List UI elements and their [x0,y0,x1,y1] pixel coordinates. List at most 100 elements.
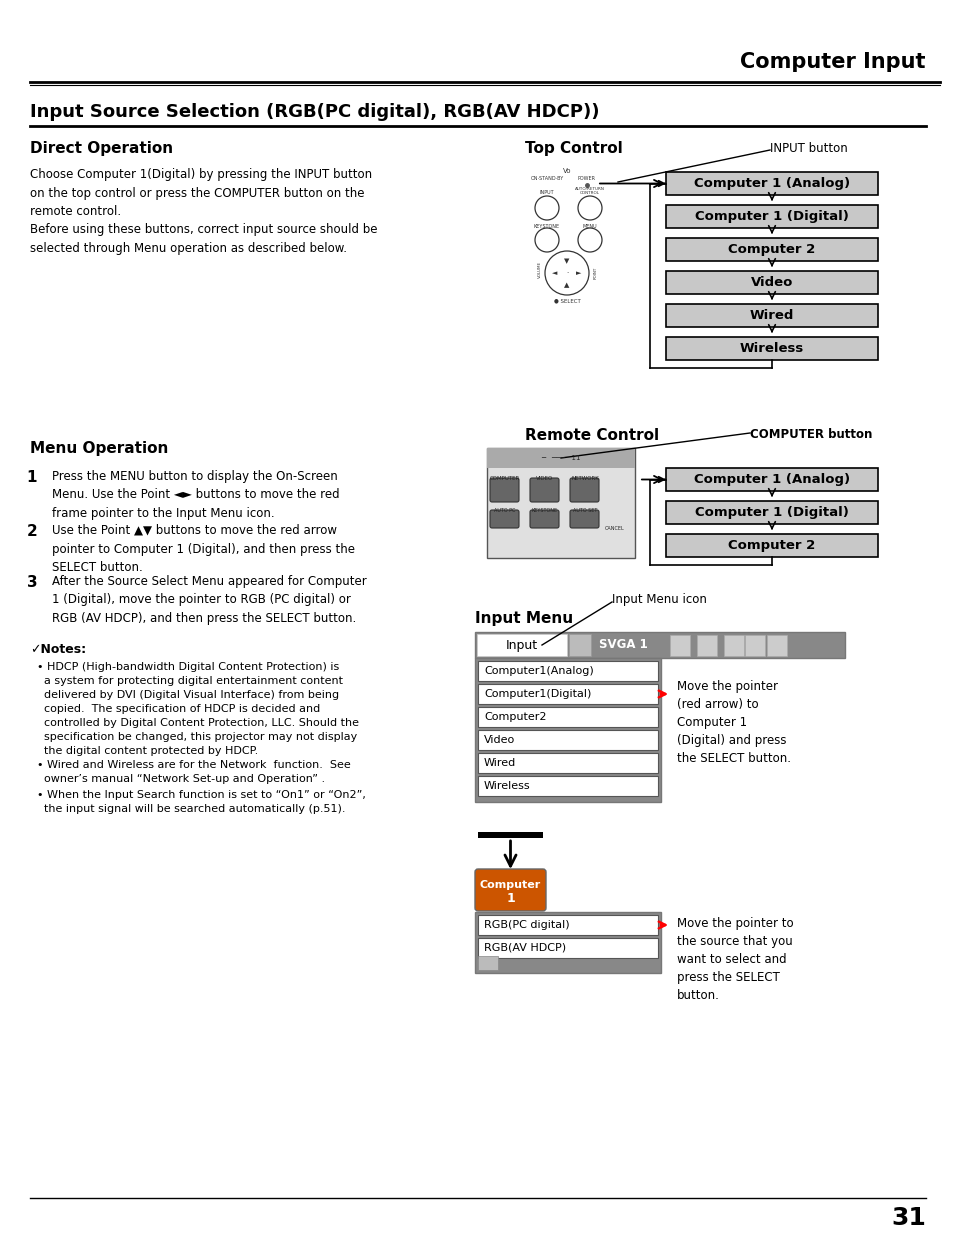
FancyBboxPatch shape [569,478,598,501]
Circle shape [544,251,588,295]
FancyBboxPatch shape [477,661,658,680]
Text: Wireless: Wireless [740,342,803,354]
Text: Computer Input: Computer Input [740,52,925,72]
Text: AUTO SET: AUTO SET [572,509,597,514]
Text: Input Menu: Input Menu [475,610,573,625]
Text: Move the pointer
(red arrow) to
Computer 1
(Digital) and press
the SELECT button: Move the pointer (red arrow) to Computer… [677,680,790,764]
FancyBboxPatch shape [477,832,542,839]
FancyBboxPatch shape [568,634,590,656]
Circle shape [535,196,558,220]
Text: ● SELECT: ● SELECT [553,299,579,304]
Text: CANCEL: CANCEL [604,526,624,531]
FancyBboxPatch shape [665,238,877,261]
Text: ▲: ▲ [564,282,569,288]
FancyBboxPatch shape [744,635,764,656]
FancyBboxPatch shape [477,706,658,727]
Text: COMPUTER: COMPUTER [489,475,519,480]
Text: Wireless: Wireless [483,781,530,790]
Text: After the Source Select Menu appeared for Computer
1 (Digital), move the pointer: After the Source Select Menu appeared fo… [52,576,366,625]
FancyBboxPatch shape [669,635,689,656]
Text: 1: 1 [506,892,515,904]
Text: RGB(AV HDCP): RGB(AV HDCP) [483,944,565,953]
Text: KEYSTONE: KEYSTONE [534,224,559,228]
Text: KEYSTONE: KEYSTONE [532,509,558,514]
Text: NETWORK: NETWORK [571,475,598,480]
FancyBboxPatch shape [475,632,844,658]
FancyBboxPatch shape [665,270,877,294]
Text: 31: 31 [890,1207,925,1230]
FancyBboxPatch shape [475,911,660,973]
Text: INPUT button: INPUT button [769,142,847,154]
FancyBboxPatch shape [665,172,877,195]
Text: Top Control: Top Control [524,141,622,156]
Text: AUTO/RETURN
CONTROL: AUTO/RETURN CONTROL [575,186,604,195]
FancyBboxPatch shape [665,501,877,524]
FancyBboxPatch shape [530,478,558,501]
Text: MENU: MENU [582,224,597,228]
Text: AUTO PC: AUTO PC [494,509,516,514]
FancyBboxPatch shape [477,939,658,958]
FancyBboxPatch shape [477,915,658,935]
Text: Computer 2: Computer 2 [727,538,815,552]
FancyBboxPatch shape [490,478,518,501]
Text: ·: · [565,270,568,275]
Text: ▼: ▼ [564,258,569,264]
Text: Input: Input [505,638,537,652]
FancyBboxPatch shape [477,753,658,773]
Text: Computer 1 (Digital): Computer 1 (Digital) [695,210,848,224]
FancyBboxPatch shape [490,510,518,529]
Text: Move the pointer to
the source that you
want to select and
press the SELECT
butt: Move the pointer to the source that you … [677,918,793,1002]
Text: Computer 1 (Analog): Computer 1 (Analog) [693,473,849,487]
FancyBboxPatch shape [665,337,877,359]
Text: POWER: POWER [578,175,596,180]
FancyBboxPatch shape [475,658,660,802]
Circle shape [578,228,601,252]
FancyBboxPatch shape [665,534,877,557]
Text: ─   ───   11: ─ ─── 11 [540,454,580,461]
FancyBboxPatch shape [723,635,743,656]
Text: ►: ► [576,270,581,275]
Text: SVGA 1: SVGA 1 [598,638,647,652]
Text: Computer 2: Computer 2 [727,243,815,256]
Text: Input Menu icon: Input Menu icon [612,594,706,606]
Text: Wired: Wired [749,309,793,322]
FancyBboxPatch shape [530,510,558,529]
Text: Direct Operation: Direct Operation [30,141,172,156]
Text: Vo: Vo [562,168,571,174]
Text: Computer2: Computer2 [483,713,546,722]
Text: ✓Notes:: ✓Notes: [30,643,86,656]
Text: Use the Point ▲▼ buttons to move the red arrow
pointer to Computer 1 (Digital), : Use the Point ▲▼ buttons to move the red… [52,524,355,574]
Text: ◄: ◄ [552,270,558,275]
FancyBboxPatch shape [697,635,717,656]
Text: Choose Computer 1(Digital) by pressing the INPUT button
on the top control or pr: Choose Computer 1(Digital) by pressing t… [30,168,377,254]
Text: Wired: Wired [483,758,516,768]
Text: Computer 1 (Digital): Computer 1 (Digital) [695,506,848,519]
Text: VIDEO: VIDEO [536,475,553,480]
FancyBboxPatch shape [569,510,598,529]
FancyBboxPatch shape [766,635,786,656]
Text: 2: 2 [27,524,37,538]
FancyBboxPatch shape [665,304,877,327]
Text: Input Source Selection (RGB(PC digital), RGB(AV HDCP)): Input Source Selection (RGB(PC digital),… [30,103,598,121]
FancyBboxPatch shape [475,869,545,911]
Text: Remote Control: Remote Control [524,427,659,442]
Text: Computer1(Digital): Computer1(Digital) [483,689,591,699]
Text: POINT: POINT [594,267,598,279]
Text: Video: Video [750,275,792,289]
Text: Video: Video [483,735,515,745]
Text: Press the MENU button to display the On-Screen
Menu. Use the Point ◄► buttons to: Press the MENU button to display the On-… [52,471,339,520]
FancyBboxPatch shape [477,776,658,797]
FancyBboxPatch shape [665,205,877,228]
Text: Computer: Computer [479,881,540,890]
Text: INPUT: INPUT [539,190,554,195]
FancyBboxPatch shape [486,448,635,468]
Circle shape [535,228,558,252]
Text: ON·STAND·BY: ON·STAND·BY [530,175,563,180]
Text: VOLUME: VOLUME [537,261,541,278]
Circle shape [578,196,601,220]
FancyBboxPatch shape [665,468,877,492]
Text: 3: 3 [27,576,37,590]
Text: • HDCP (High-bandwidth Digital Content Protection) is
    a system for protectin: • HDCP (High-bandwidth Digital Content P… [30,662,358,756]
Text: 1: 1 [27,471,37,485]
Text: • Wired and Wireless are for the Network  function.  See
    owner’s manual “Net: • Wired and Wireless are for the Network… [30,760,351,783]
